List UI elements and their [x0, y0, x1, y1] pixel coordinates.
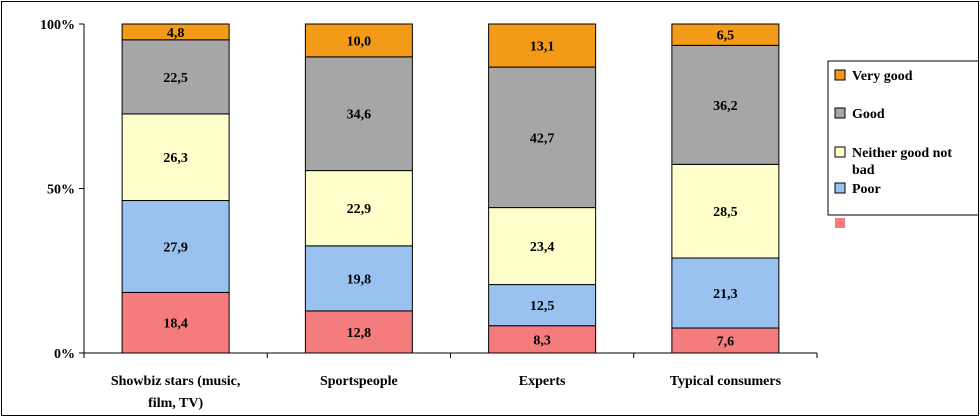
bar-segment [671, 44, 780, 165]
data-label: 8,3 [533, 333, 551, 348]
category-label: Showbiz stars (music, [111, 374, 241, 389]
y-tick-label: 0% [54, 347, 75, 362]
data-label: 23,4 [530, 240, 555, 255]
data-label: 26,3 [163, 151, 188, 166]
bar-segment [488, 23, 597, 68]
category-label: Typical consumers [670, 374, 782, 389]
bar-segment [488, 325, 597, 354]
data-label: 12,8 [347, 326, 372, 341]
category-label: film, TV) [148, 396, 203, 411]
data-label: 10,0 [347, 34, 372, 49]
data-label: 27,9 [163, 240, 188, 255]
data-label: 13,1 [530, 40, 555, 55]
legend-swatch [834, 182, 846, 194]
legend-box [827, 60, 980, 216]
y-tick-label: 50% [47, 183, 75, 198]
data-label: 34,6 [347, 108, 372, 123]
category-label: Experts [519, 374, 566, 389]
data-label: 18,4 [163, 317, 188, 332]
bar-segment [304, 245, 413, 312]
data-label: 12,5 [530, 299, 555, 314]
bar-segment [671, 327, 780, 354]
y-tick-label: 100% [40, 18, 75, 33]
bar-segment [304, 170, 413, 247]
stacked-bar-chart: 0% 50% 100% 18,4 27,9 26,3 22,5 4,8 12,8 19,8 22,… [40, 18, 980, 411]
data-label: 4,8 [167, 26, 185, 41]
data-label: 21,3 [713, 287, 738, 302]
data-label: 28,5 [713, 205, 738, 220]
bar-segment [671, 257, 780, 329]
bar-segment [304, 310, 413, 354]
bar-segment [488, 207, 597, 286]
bar-segment [304, 56, 413, 172]
legend-label: bad [852, 163, 875, 178]
data-label: 36,2 [713, 99, 738, 114]
bar-segment [121, 113, 230, 202]
category-labels: Showbiz stars (music, film, TV) Sportspeop… [111, 374, 782, 411]
legend-swatch [834, 146, 846, 158]
category-label: Sportspeople [320, 374, 398, 389]
bar-segment [121, 23, 230, 41]
data-label: 7,6 [717, 335, 735, 350]
legend-label: Neither good not [852, 146, 952, 161]
legend-label: Poor [852, 182, 881, 197]
legend-label: Good [852, 107, 885, 122]
legend-swatch [834, 69, 846, 81]
data-label: 6,5 [717, 29, 735, 44]
bar-segment [304, 23, 413, 58]
legend-label: Very good [852, 69, 913, 84]
data-label: 19,8 [347, 272, 372, 287]
bars: 18,4 27,9 26,3 22,5 4,8 12,8 19,8 22,9 34,6 10,0 8… [121, 23, 780, 354]
data-label: 22,5 [163, 71, 188, 86]
bar-segment [488, 66, 597, 209]
bar-segment [671, 23, 780, 46]
legend-swatch [835, 218, 845, 228]
bar-segment [671, 163, 780, 259]
legend: Very good Good Neither good not bad Poor [827, 60, 980, 228]
legend-swatch [834, 107, 846, 119]
bar-segment [121, 291, 230, 354]
data-label: 42,7 [530, 131, 555, 146]
bar-segment [121, 200, 230, 293]
data-label: 22,9 [347, 202, 372, 217]
bar-segment [121, 39, 230, 115]
bar-segment [488, 284, 597, 327]
